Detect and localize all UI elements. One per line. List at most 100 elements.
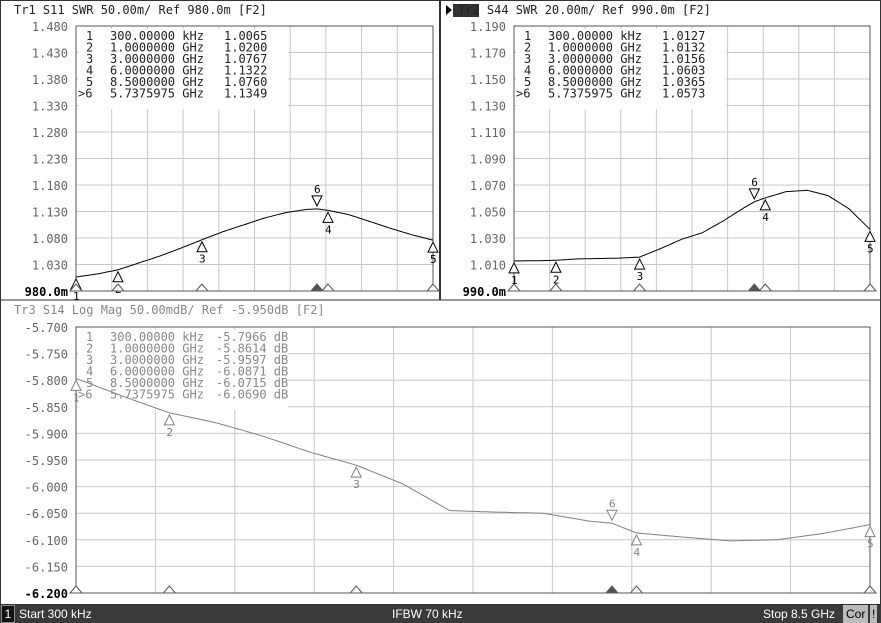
y-tick-label: -6.000 <box>25 481 68 495</box>
marker-value: 1.1322 <box>224 64 267 78</box>
marker-axis-triangle <box>194 283 210 292</box>
marker-value: -5.8614 dB <box>216 342 288 356</box>
marker-table: 1 300.00000 kHz -5.7966 dB 2 1.0000000 GHz -5… <box>78 330 288 410</box>
marker-id: 1 <box>86 330 93 344</box>
marker-axis-triangle <box>747 283 762 292</box>
marker-frequency: 8.5000000 GHz <box>110 376 204 390</box>
marker-id: 5 <box>86 75 93 89</box>
marker-id: 2 <box>86 41 93 55</box>
y-tick-label: -6.200 <box>25 587 68 601</box>
marker-5-triangle <box>864 230 876 242</box>
marker-label: 4 <box>762 211 769 224</box>
marker-table-bg <box>516 29 726 109</box>
marker-table-bg <box>78 29 288 109</box>
marker-id: 2 <box>86 342 93 356</box>
marker-table: 1 300.00000 kHz 1.0065 2 1.0000000 GHz 1.0200… <box>78 29 288 109</box>
marker-frequency: 8.5000000 GHz <box>110 75 204 89</box>
marker-id: 2 <box>524 41 531 55</box>
marker-label: 1 <box>511 274 518 287</box>
plot-border <box>75 25 434 292</box>
marker-axis-triangle <box>629 585 644 594</box>
marker-value: 1.0365 <box>662 75 705 89</box>
marker-label: 6 <box>314 183 321 196</box>
marker-5-triangle <box>427 241 439 253</box>
marker-id: 1 <box>524 29 531 43</box>
marker-value: 1.0065 <box>224 29 267 43</box>
y-tick-label: 1.090 <box>470 153 506 167</box>
marker-frequency: 3.0000000 GHz <box>110 52 204 66</box>
y-tick-label: -5.750 <box>25 348 68 362</box>
marker-axis-triangle <box>320 283 336 292</box>
y-tick-label: 1.150 <box>470 73 506 87</box>
y-tick-label: 1.280 <box>32 126 68 140</box>
trace-title: Tr3 S14 Log Mag 50.00mdB/ Ref -5.950dB [… <box>14 303 325 317</box>
marker-value: -5.9597 dB <box>216 353 288 367</box>
marker-id: 3 <box>86 353 93 367</box>
marker-4-triangle <box>322 211 334 223</box>
marker-value: -6.0871 dB <box>216 365 288 379</box>
marker-2-triangle <box>112 270 124 283</box>
marker-2-triangle <box>550 261 562 273</box>
marker-frequency: 6.0000000 GHz <box>110 365 204 379</box>
y-tick-label: -5.700 <box>25 321 68 335</box>
trace-title: Tr1 S11 SWR 50.00m/ Ref 980.0m [F2] <box>14 3 267 17</box>
marker-axis-triangle <box>862 283 878 292</box>
y-tick-label: -6.100 <box>25 534 68 548</box>
marker-axis-triangle <box>506 283 522 292</box>
marker-value: 1.0603 <box>662 64 705 78</box>
marker-value: 1.0156 <box>662 52 705 66</box>
y-tick-label: -6.150 <box>25 560 68 574</box>
stop-frequency[interactable]: Stop 8.5 GHz <box>763 607 836 621</box>
plot-border <box>513 25 871 292</box>
marker-value: 1.1349 <box>224 87 267 101</box>
y-tick-label: 1.130 <box>470 100 506 114</box>
marker-frequency: 300.00000 kHz <box>110 29 204 43</box>
correction-badge[interactable]: Cor <box>843 605 869 623</box>
marker-table-bg <box>78 330 288 410</box>
y-tick-label: 980.0m <box>25 285 68 299</box>
marker-frequency: 6.0000000 GHz <box>110 64 204 78</box>
marker-table: 1 300.00000 kHz 1.0127 2 1.0000000 GHz 1.0132… <box>516 29 726 109</box>
marker-3-triangle <box>350 466 363 478</box>
marker-value: -6.0715 dB <box>216 376 288 390</box>
marker-label: 4 <box>633 546 640 559</box>
y-tick-label: 1.080 <box>32 232 68 246</box>
y-tick-label: 1.430 <box>32 47 68 61</box>
marker-label: 6 <box>609 497 616 510</box>
y-tick-label: 1.330 <box>32 100 68 114</box>
trace-1-chart: Tr1 S11 SWR 50.00m/ Ref 980.0m [F2] 1.480… <box>14 3 441 303</box>
alert-badge[interactable]: ! <box>870 605 878 623</box>
marker-label: 3 <box>637 270 644 283</box>
marker-id: 5 <box>86 376 93 390</box>
y-tick-label: 1.170 <box>470 47 506 61</box>
trace-3-chart: Tr3 S14 Log Mag 50.00mdB/ Ref -5.950dB [… <box>14 303 878 601</box>
marker-frequency: 300.00000 kHz <box>548 29 642 43</box>
y-tick-label: 1.050 <box>470 206 506 220</box>
marker-3-triangle <box>196 240 208 253</box>
marker-value: 1.0200 <box>224 41 267 55</box>
channel-indicator[interactable]: 1 <box>1 605 15 623</box>
marker-axis-triangle <box>110 283 126 292</box>
y-tick-label: 990.0m <box>463 285 506 299</box>
ifbw[interactable]: IFBW 70 kHz <box>392 607 463 621</box>
marker-axis-triangle <box>68 585 84 594</box>
marker-value: 1.0767 <box>224 52 267 66</box>
start-frequency[interactable]: Start 300 kHz <box>19 607 92 621</box>
trace-title: Tr2 S44 SWR 20.00m/ Ref 990.0m [F2] <box>458 3 711 17</box>
y-tick-label: 1.480 <box>32 20 68 34</box>
y-tick-label: 1.010 <box>470 259 506 273</box>
y-tick-label: -5.950 <box>25 454 68 468</box>
y-tick-label: 1.180 <box>32 179 68 193</box>
marker-label: 1 <box>73 391 80 404</box>
marker-frequency: 1.0000000 GHz <box>110 41 204 55</box>
marker-axis-triangle <box>425 283 441 292</box>
marker-2-triangle <box>163 413 176 426</box>
marker-3-triangle <box>633 257 646 270</box>
marker-label: 3 <box>199 253 206 266</box>
y-tick-label: -5.800 <box>25 374 68 388</box>
marker-value: 1.0760 <box>224 75 267 89</box>
marker-id: >6 <box>78 388 92 402</box>
marker-axis-triangle <box>68 283 84 292</box>
marker-frequency: 8.5000000 GHz <box>548 75 642 89</box>
trace-line <box>514 189 871 262</box>
